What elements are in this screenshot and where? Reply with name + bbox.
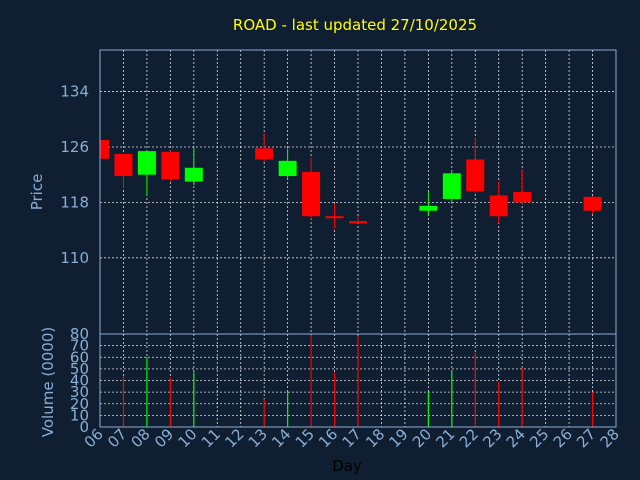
volume-tick-label: 10 — [70, 406, 89, 424]
candle-body-08 — [137, 151, 156, 175]
candle-body-10 — [184, 167, 203, 182]
volume-tick-label: 60 — [70, 348, 89, 366]
price-tick-label: 110 — [60, 249, 89, 267]
volume-tick-label: 50 — [70, 360, 89, 378]
price-tick-label: 134 — [60, 83, 89, 101]
volume-tick-label: 70 — [70, 337, 89, 355]
price-tick-label: 126 — [60, 138, 89, 156]
volume-tick-label: 30 — [70, 383, 89, 401]
candle-body-23 — [489, 195, 508, 217]
volume-tick-label: 80 — [70, 325, 89, 343]
x-tick-labels: 0607080910111213141516171819202122232425… — [81, 425, 623, 451]
volume-frame — [99, 333, 617, 428]
candle-body-07 — [114, 153, 133, 177]
candles — [100, 133, 602, 229]
candle-body-06 — [100, 140, 109, 159]
candle-body-24 — [513, 192, 532, 203]
candle-body-16 — [325, 216, 344, 219]
candle-body-15 — [302, 171, 321, 217]
volume-tick-label: 40 — [70, 372, 89, 390]
volume-axis-label: Volume (0000) — [39, 327, 57, 437]
price-tick-label: 118 — [60, 193, 89, 211]
candle-body-09 — [161, 151, 180, 180]
candle-body-14 — [278, 160, 297, 177]
volume-tick-label: 20 — [70, 395, 89, 413]
candle-body-13 — [255, 148, 274, 160]
volume-bars — [122, 335, 594, 427]
candle-body-22 — [466, 159, 485, 192]
price-axis-label: Price — [28, 174, 46, 211]
candle-body-17 — [349, 221, 367, 224]
plot-frames — [99, 49, 617, 428]
x-axis-label: Day — [332, 457, 362, 475]
candle-body-27 — [583, 196, 602, 211]
volume-tick-label: 0 — [79, 418, 89, 436]
candle-body-20 — [419, 205, 438, 211]
candle-body-21 — [442, 173, 461, 199]
chart-title: ROAD - last updated 27/10/2025 — [233, 16, 477, 34]
